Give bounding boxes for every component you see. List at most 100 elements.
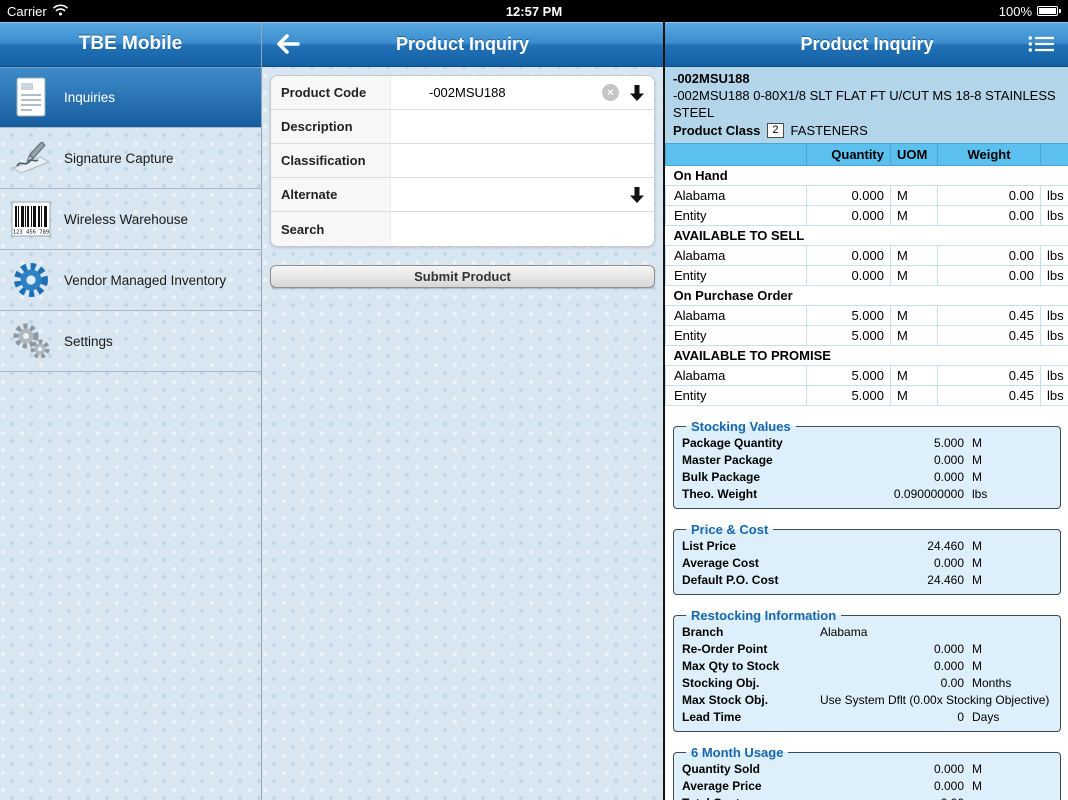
weight-cell: 0.00 — [937, 245, 1041, 266]
alternate-input[interactable] — [391, 178, 629, 211]
group-row-value: 0.000 — [933, 762, 964, 776]
app-title: TBE Mobile — [0, 22, 261, 67]
group-row-value: 0.000 — [933, 659, 964, 673]
weight-cell: 0.45 — [937, 365, 1041, 386]
section-title: On Hand — [665, 165, 1068, 186]
status-time: 12:57 PM — [505, 3, 563, 19]
group-row-unit: M — [972, 659, 982, 673]
product-search-form: Product Code -002MSU188 × Description Classi… — [270, 75, 655, 247]
branch-cell: Entity — [665, 325, 807, 346]
group-row-label: List Price — [682, 539, 737, 553]
group-row-average-cost: Average Cost 0.000 M — [682, 555, 1052, 572]
search-input[interactable] — [391, 212, 654, 246]
weight-cell: 0.45 — [937, 385, 1041, 406]
group-row-unit: M — [972, 470, 982, 484]
svg-text:123 456 789: 123 456 789 — [13, 230, 49, 236]
weight-uom-cell: lbs — [1040, 305, 1068, 326]
field-label: Alternate — [271, 178, 391, 211]
weight-uom-cell: lbs — [1040, 185, 1068, 206]
submit-product-button[interactable]: Submit Product — [270, 265, 655, 288]
group-row-label: Quantity Sold — [682, 762, 760, 776]
clear-icon[interactable]: × — [602, 84, 619, 101]
group-row-unit — [964, 795, 1052, 800]
group-row-unit: M — [972, 453, 982, 467]
inventory-col-header-0 — [665, 143, 807, 166]
sidebar-item-wireless-warehouse[interactable]: 123 456 789 Wireless Warehouse — [0, 189, 261, 250]
detail-panel-header: Product Inquiry — [665, 22, 1068, 67]
group-row-theo-weight: Theo. Weight 0.090000000 lbs — [682, 486, 1052, 503]
sidebar-item-settings[interactable]: Settings — [0, 311, 261, 372]
group-row-label: Bulk Package — [682, 470, 761, 484]
product-class-label: Product Class — [673, 123, 761, 138]
uom-cell: M — [890, 245, 938, 266]
group-row-value: 24.460 — [927, 573, 964, 587]
weight-uom-cell: lbs — [1040, 365, 1068, 386]
sidebar-item-inquiries[interactable]: Inquiries — [0, 67, 261, 128]
weight-uom-cell: lbs — [1040, 385, 1068, 406]
group-row-label: Lead Time — [682, 710, 742, 724]
group-row-label: Default P.O. Cost — [682, 573, 779, 587]
group-row-label: Theo. Weight — [682, 487, 758, 501]
group-row-value: 0.000 — [933, 642, 964, 656]
group-row-label: Branch — [682, 625, 724, 639]
sidebar-item-signature-capture[interactable]: Signature Capture — [0, 128, 261, 189]
field-label: Product Code — [271, 76, 391, 109]
inventory-row-available-to-promise-entity: Entity 5.000 M 0.45 lbs — [665, 385, 1068, 406]
group-row-value: 0.090000000 — [893, 487, 964, 501]
inventory-section-on-purchase-order: On Purchase Order — [665, 285, 1068, 306]
inventory-col-header-weight: Weight — [937, 143, 1041, 166]
group-row-label: Max Stock Obj. — [682, 693, 769, 707]
group-row-unit: M — [972, 762, 982, 776]
section-title: AVAILABLE TO PROMISE — [665, 345, 1068, 366]
barcode-icon: 123 456 789 — [10, 198, 52, 240]
field-label: Classification — [271, 144, 391, 177]
product-class-row: Product Class 2 FASTENERS — [673, 122, 1061, 139]
classification-input[interactable] — [391, 144, 654, 177]
group-row-average-price: Average Price 0.000 M — [682, 778, 1052, 795]
uom-cell: M — [890, 325, 938, 346]
battery-icon — [1037, 6, 1061, 16]
product-code-input[interactable]: -002MSU188 — [429, 85, 506, 100]
group-row-value: 0.000 — [933, 453, 964, 467]
dropdown-arrow-icon[interactable] — [629, 84, 645, 102]
carrier-label: Carrier — [7, 3, 47, 19]
list-menu-icon[interactable] — [1026, 32, 1057, 56]
group-row-label: Stocking Obj. — [682, 676, 760, 690]
group-title: Stocking Values — [691, 419, 791, 434]
weight-uom-cell: lbs — [1040, 205, 1068, 226]
form-row-search: Search — [271, 212, 654, 246]
group-row-unit: M — [972, 556, 982, 570]
dropdown-arrow-icon[interactable] — [629, 186, 645, 204]
group-row-label: Max Qty to Stock — [682, 659, 780, 673]
description-input[interactable] — [391, 110, 654, 143]
group-row-list-price: List Price 24.460 M — [682, 538, 1052, 555]
product-class-code: 2 — [767, 123, 784, 138]
group-row-value: Use System Dflt (0.00x Stocking Objectiv… — [820, 693, 1050, 707]
product-detail-panel: Product Inquiry -002MSU188 -002MSU188 0-… — [665, 22, 1068, 800]
group-row-lead-time: Lead Time 0 Days — [682, 709, 1052, 726]
branch-cell: Entity — [665, 265, 807, 286]
detail-scroll-area[interactable]: -002MSU188 -002MSU188 0-80X1/8 SLT FLAT … — [665, 67, 1068, 800]
sidebar-item-vendor-managed-inventory[interactable]: Vendor Managed Inventory — [0, 250, 261, 311]
group-6-month-usage: 6 Month Usage Quantity Sold 0.000 M Average … — [673, 745, 1061, 800]
weight-cell: 0.45 — [937, 305, 1041, 326]
inquiries-document-icon — [10, 76, 52, 118]
inventory-col-header-4 — [1040, 143, 1068, 166]
back-button[interactable] — [274, 32, 302, 56]
group-row-re-order-point: Re-Order Point 0.000 M — [682, 641, 1052, 658]
group-row-value: 5.000 — [933, 436, 964, 450]
group-row-unit: M — [972, 436, 982, 450]
uom-cell: M — [890, 265, 938, 286]
product-inquiry-form-panel: Product Inquiry Product Code -002MSU188 × D… — [262, 22, 665, 800]
group-row-quantity-sold: Quantity Sold 0.000 M — [682, 761, 1052, 778]
inventory-col-header-uom: UOM — [890, 143, 938, 166]
quantity-cell: 5.000 — [806, 365, 891, 386]
group-title: Price & Cost — [691, 522, 769, 537]
detail-panel-title: Product Inquiry — [800, 33, 934, 54]
group-row-unit: M — [972, 573, 982, 587]
branch-cell: Alabama — [665, 305, 807, 326]
group-row-label: Package Quantity — [682, 436, 783, 450]
inventory-row-available-to-sell-alabama: Alabama 0.000 M 0.00 lbs — [665, 245, 1068, 266]
weight-uom-cell: lbs — [1040, 245, 1068, 266]
